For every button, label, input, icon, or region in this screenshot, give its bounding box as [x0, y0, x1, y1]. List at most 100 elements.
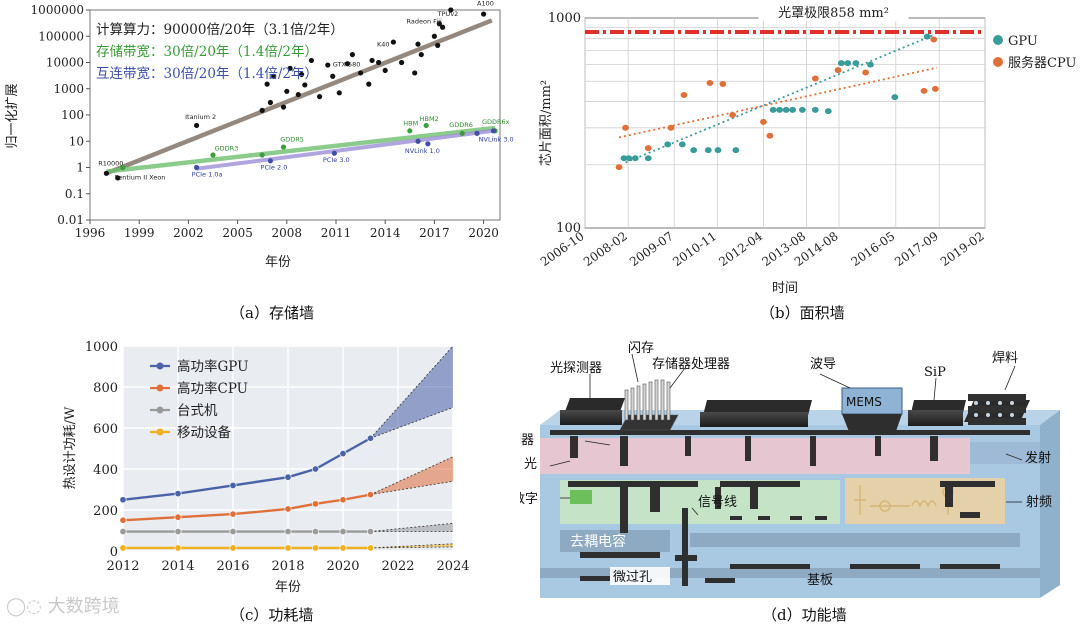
y-tick-label: 400 — [93, 463, 118, 478]
data-point-desktop — [119, 528, 127, 536]
data-point-compute — [481, 11, 487, 17]
x-tick-label: 2016 — [216, 559, 249, 574]
data-point-memory — [423, 122, 429, 129]
data-point-compute — [440, 24, 446, 30]
projection-high-mobile — [370, 543, 454, 549]
legend-entry: 高功率CPU — [177, 380, 248, 397]
legend-entry: GPU — [1008, 34, 1038, 49]
memory-wall-xlabel: 年份 — [265, 255, 291, 270]
data-point-cpu — [680, 91, 688, 98]
legend-entry: 存储带宽：30倍/20年（1.4倍/2年） — [96, 43, 318, 60]
data-point-gpu — [837, 60, 845, 67]
data-point-compute — [317, 94, 323, 100]
data-point-gpu_power — [339, 450, 347, 458]
data-point-gpu_power — [366, 434, 374, 442]
data-point-cpu_power — [284, 505, 292, 513]
data-point-cpu — [622, 124, 629, 131]
data-point-interconnect — [194, 164, 200, 171]
x-tick-label: 1999 — [124, 226, 155, 240]
label-light: 光 — [524, 457, 537, 472]
data-point-compute — [302, 82, 308, 88]
data-point-cpu_power — [339, 496, 347, 504]
data-point-interconnect — [490, 128, 497, 134]
annotation-label: GTX 580 — [333, 61, 361, 69]
data-point-compute — [336, 90, 342, 96]
annotation-label: R10000 — [98, 159, 123, 167]
data-point-cpu — [615, 164, 623, 171]
photodetector-chip — [560, 398, 625, 425]
lower-band — [690, 533, 1020, 547]
data-point-compute — [344, 61, 351, 67]
x-tick-label: 2014 — [161, 559, 194, 574]
area-wall-chart: 光罩极限858 mm² 2006-102008-022009-072010-11… — [538, 3, 1076, 296]
caption-power-wall: （c）功耗墙 — [230, 606, 314, 624]
y-tick-label: 600 — [93, 422, 118, 437]
data-point-cpu — [930, 36, 938, 43]
y-tick-label: 800 — [93, 381, 118, 396]
data-point-compute — [436, 21, 442, 27]
label-solder: 焊料 — [992, 350, 1018, 366]
power-wall-xlabel: 年份 — [275, 580, 301, 595]
annotation-label: TPUv3 — [453, 0, 475, 2]
x-tick-label: 2009-07 — [627, 229, 676, 269]
y-tick-label: 10000 — [46, 56, 84, 70]
data-point-gpu — [852, 60, 860, 67]
legend-entry: 移动设备 — [177, 424, 231, 441]
label-digital: 数字 — [520, 492, 538, 507]
data-point-cpu — [706, 80, 714, 87]
area-wall-ylabel: 芯片面积/mm² — [539, 80, 554, 166]
reticle-limit-label: 光罩极限858 mm² — [778, 6, 889, 21]
data-point-cpu — [811, 75, 819, 82]
annotation-label: PCIe 2.0 — [261, 163, 288, 171]
legend-marker-mobile — [156, 428, 164, 436]
data-point-cpu_power — [119, 516, 127, 524]
data-point-interconnect — [415, 138, 421, 144]
power-wall-ylabel: 热设计功耗/W — [63, 406, 78, 489]
caption-memory-wall: （a）存储墙 — [230, 304, 314, 322]
memory-wall-chart: R10000 Pentium II Xeon Itanium 2 GTX 580 K40… — [5, 0, 514, 270]
memory-wall-ylabel: 归一化扩展 — [5, 83, 20, 148]
data-point-gpu — [769, 106, 777, 113]
data-point-compute — [194, 122, 200, 129]
legend-entry: 高功率GPU — [177, 358, 249, 375]
interconnects — [550, 430, 1030, 586]
label-signal-line: 信号线 — [698, 495, 737, 510]
annotation-label: HBM — [403, 119, 418, 127]
projection-low-cpu_power — [370, 480, 454, 496]
label-sip: SiP — [924, 365, 946, 380]
data-point-interconnect — [474, 130, 480, 136]
annotation-label: TPUv2 — [437, 10, 459, 18]
x-tick-label: 2008 — [272, 226, 303, 240]
label-substrate: 基板 — [807, 573, 833, 588]
data-point-gpu — [776, 106, 784, 113]
annotation-label: HBM2 — [420, 115, 439, 123]
label-decap: 去耦电容 — [570, 533, 626, 550]
x-tick-label: 2017-09 — [892, 229, 941, 269]
data-point-desktop — [311, 528, 319, 536]
data-point-mobile — [119, 544, 127, 552]
data-point-desktop — [174, 528, 182, 536]
legend-entry: 计算算力：90000倍/20年（3.1倍/2年） — [96, 22, 344, 38]
optical-layer — [540, 438, 970, 474]
x-tick-label: 2005 — [222, 226, 253, 240]
data-point-mobile — [311, 544, 319, 552]
data-point-mobile — [284, 544, 292, 552]
data-point-cpu — [931, 85, 939, 92]
data-point-cpu — [760, 118, 767, 125]
mems-chip — [841, 387, 903, 434]
data-point-gpu — [824, 108, 832, 115]
x-tick-label: 2019-02 — [938, 229, 987, 269]
annotation-label: K40 — [377, 41, 390, 49]
annotation-label: GDDR6 — [449, 121, 473, 129]
y-tick-label: 0 — [110, 545, 118, 560]
data-point-cpu_power — [229, 510, 237, 518]
label-flash: 闪存 — [628, 341, 654, 356]
data-point-gpu — [664, 141, 672, 148]
y-tick-label: 1 — [76, 161, 84, 175]
data-point-compute — [358, 70, 364, 76]
data-point-cpu — [766, 132, 774, 139]
legend-marker-cpu — [993, 57, 1003, 67]
data-point-gpu — [644, 155, 652, 162]
data-point-mobile — [174, 544, 182, 552]
y-tick-label: 100 — [61, 108, 84, 122]
